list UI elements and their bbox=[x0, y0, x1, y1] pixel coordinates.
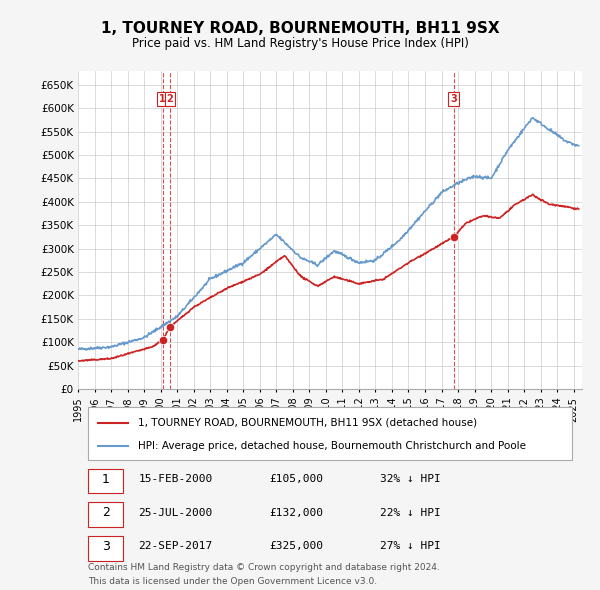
Text: £105,000: £105,000 bbox=[269, 474, 323, 484]
Text: 22% ↓ HPI: 22% ↓ HPI bbox=[380, 508, 441, 518]
FancyBboxPatch shape bbox=[88, 536, 124, 560]
FancyBboxPatch shape bbox=[88, 468, 124, 493]
Text: 32% ↓ HPI: 32% ↓ HPI bbox=[380, 474, 441, 484]
Text: £132,000: £132,000 bbox=[269, 508, 323, 518]
Text: 25-JUL-2000: 25-JUL-2000 bbox=[139, 508, 213, 518]
Text: £325,000: £325,000 bbox=[269, 542, 323, 552]
FancyBboxPatch shape bbox=[88, 502, 124, 527]
Text: 1, TOURNEY ROAD, BOURNEMOUTH, BH11 9SX (detached house): 1, TOURNEY ROAD, BOURNEMOUTH, BH11 9SX (… bbox=[139, 418, 478, 428]
Text: This data is licensed under the Open Government Licence v3.0.: This data is licensed under the Open Gov… bbox=[88, 577, 377, 586]
Text: 2: 2 bbox=[102, 506, 110, 519]
Text: Contains HM Land Registry data © Crown copyright and database right 2024.: Contains HM Land Registry data © Crown c… bbox=[88, 563, 440, 572]
Text: 1, TOURNEY ROAD, BOURNEMOUTH, BH11 9SX: 1, TOURNEY ROAD, BOURNEMOUTH, BH11 9SX bbox=[101, 21, 499, 35]
FancyBboxPatch shape bbox=[88, 407, 572, 460]
Text: 1: 1 bbox=[102, 473, 110, 486]
Text: 27% ↓ HPI: 27% ↓ HPI bbox=[380, 542, 441, 552]
Text: 22-SEP-2017: 22-SEP-2017 bbox=[139, 542, 213, 552]
Text: Price paid vs. HM Land Registry's House Price Index (HPI): Price paid vs. HM Land Registry's House … bbox=[131, 37, 469, 50]
Text: 3: 3 bbox=[102, 540, 110, 553]
Text: 15-FEB-2000: 15-FEB-2000 bbox=[139, 474, 213, 484]
Text: 2: 2 bbox=[167, 94, 173, 104]
Text: 3: 3 bbox=[450, 94, 457, 104]
Text: HPI: Average price, detached house, Bournemouth Christchurch and Poole: HPI: Average price, detached house, Bour… bbox=[139, 441, 526, 451]
Text: 1: 1 bbox=[159, 94, 166, 104]
